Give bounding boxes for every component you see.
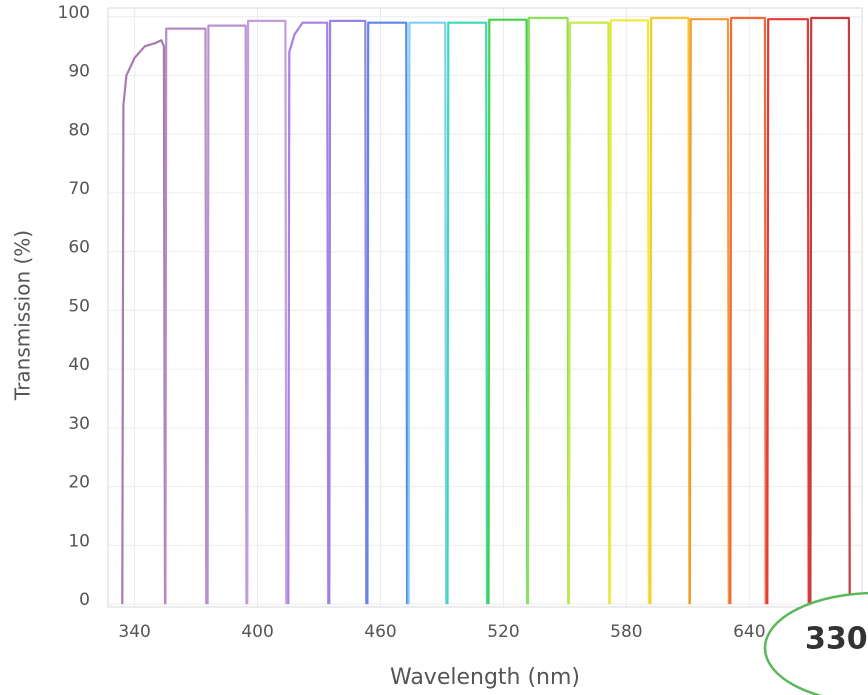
series-line xyxy=(121,39,167,605)
x-tick-label: 460 xyxy=(364,622,396,642)
x-tick-label: 340 xyxy=(118,622,150,642)
x-axis-label: Wavelength (nm) xyxy=(390,665,580,690)
series-line xyxy=(809,16,851,605)
y-tick-label: 30 xyxy=(68,414,90,434)
series-line xyxy=(487,18,529,605)
series-line xyxy=(407,21,448,605)
y-tick-label: 70 xyxy=(68,179,90,199)
x-tick-label: 640 xyxy=(733,622,765,642)
y-tick-label: 100 xyxy=(58,3,90,23)
series-line xyxy=(766,18,810,605)
y-tick-label: 10 xyxy=(68,531,90,551)
overlay-label: 330 xyxy=(805,622,868,657)
series-line xyxy=(446,21,489,605)
series-line xyxy=(287,21,330,605)
x-tick-label: 400 xyxy=(241,622,273,642)
series-line xyxy=(649,16,691,605)
series-line xyxy=(729,16,767,605)
y-tick-label: 50 xyxy=(68,296,90,316)
series-line xyxy=(164,27,208,605)
series-line xyxy=(366,21,409,605)
y-tick-label: 60 xyxy=(68,238,90,258)
y-tick-label: 90 xyxy=(68,62,90,82)
y-axis-label: Transmission (%) xyxy=(11,230,35,401)
series-line xyxy=(567,21,611,605)
y-tick-label: 0 xyxy=(79,590,90,610)
overlay-bubble xyxy=(763,591,868,695)
plot-frame xyxy=(107,7,863,608)
x-tick-label: 520 xyxy=(487,622,519,642)
x-tick-label: 580 xyxy=(610,622,642,642)
series-line xyxy=(328,19,368,605)
series-line xyxy=(206,24,248,605)
series-line xyxy=(688,18,730,605)
y-tick-label: 40 xyxy=(68,355,90,375)
y-tick-label: 20 xyxy=(68,473,90,493)
series-line xyxy=(608,19,650,605)
series-line xyxy=(246,19,288,605)
y-tick-label: 80 xyxy=(68,120,90,140)
series-line xyxy=(526,16,570,605)
